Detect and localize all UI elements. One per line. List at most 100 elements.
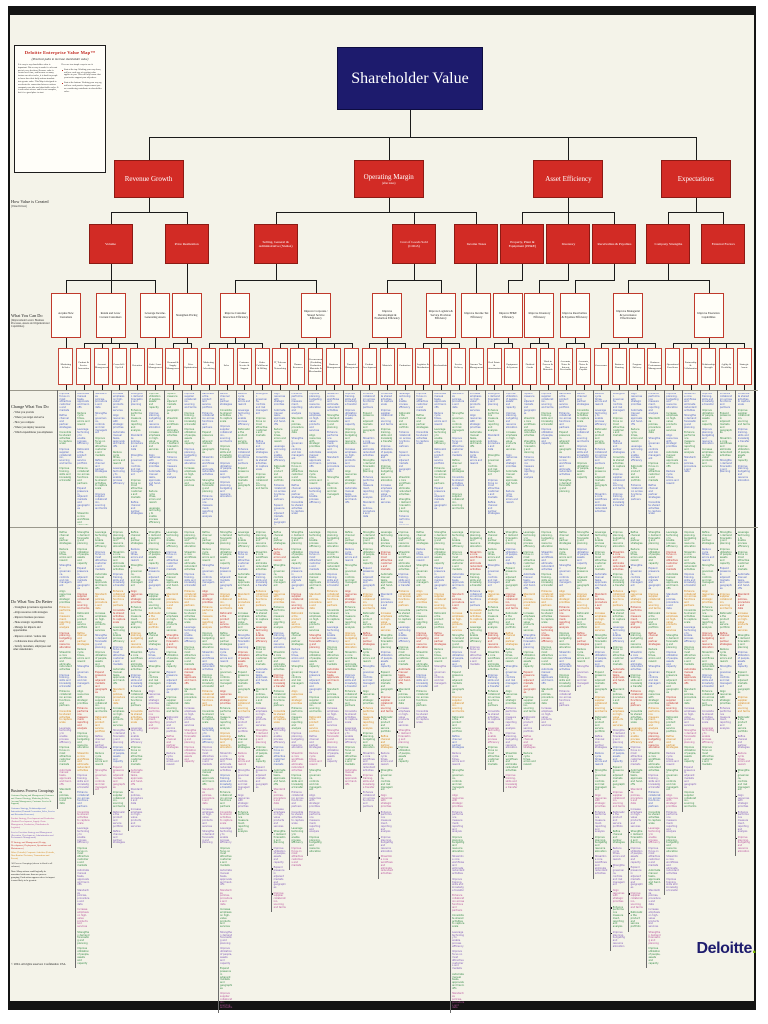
action-cell: Improve supplier collaboration, sourcing… bbox=[217, 592, 233, 610]
action-column: Streamline core workflows and eliminate … bbox=[681, 393, 697, 812]
action-cell: Rationalize the product and service port… bbox=[146, 612, 161, 630]
connector-line bbox=[65, 343, 67, 348]
action-cell: Standardize policies, procedures and dat… bbox=[538, 687, 554, 705]
connector-line bbox=[539, 280, 570, 281]
action-cell: Consolidate shared activities to capture… bbox=[577, 408, 590, 424]
action-cell: Improve focus on most attractive custome… bbox=[378, 550, 393, 571]
action-cell: Align resources with strategic prioritie… bbox=[503, 690, 518, 705]
action-cell: Automate manual tasks, approvals and han… bbox=[628, 768, 643, 786]
connector-line bbox=[155, 343, 157, 348]
action-cell: Align resources with strategic prioritie… bbox=[345, 470, 357, 485]
action-cell: Align resources with strategic prioritie… bbox=[306, 793, 321, 809]
connector-line bbox=[539, 338, 541, 343]
node-improvement-area: Leverage Income-Generating Assets bbox=[140, 293, 171, 338]
column-header: Agility & Flexibility bbox=[718, 348, 734, 385]
action-cell: Improve planning, budgeting and resource… bbox=[449, 835, 465, 853]
action-cell: Improve supplier collaboration, sourcing… bbox=[503, 592, 518, 610]
action-cell: Leverage technology to enable process ef… bbox=[342, 726, 357, 744]
action-cell: Align resources with strategic prioritie… bbox=[378, 793, 393, 809]
action-cell: Align resources with strategic prioritie… bbox=[717, 690, 732, 705]
action-cell: Leverage technology to enable process ef… bbox=[217, 827, 232, 845]
node-financial-lever: Cost of Goods Sold (COGS) bbox=[391, 224, 436, 264]
action-cell: Expand presence in adjacent markets and … bbox=[663, 670, 679, 694]
action-cell: Reduce cycle times, errors and rework bbox=[235, 751, 251, 767]
connector-line bbox=[405, 343, 407, 348]
action-cell: Rationalize the product and service port… bbox=[237, 428, 250, 446]
action-cell: Leverage technology to enable process ef… bbox=[594, 408, 607, 426]
sidebar-bullet: - Manage for impacts and opportunities bbox=[13, 625, 41, 633]
action-cell: Automate manual tasks, approvals and han… bbox=[324, 667, 340, 686]
action-cell: Streamline core workflows and eliminate … bbox=[467, 550, 483, 571]
legend-subtitle: (Practical paths to increase shareholder… bbox=[31, 57, 89, 61]
action-cell: Reduce cycle times, errors and rework bbox=[342, 547, 358, 563]
action-column: Rationalize the product and service port… bbox=[199, 393, 215, 848]
connector-line bbox=[614, 212, 616, 224]
column-header: Sales bbox=[218, 348, 235, 385]
connector-line bbox=[155, 280, 157, 293]
action-cell: Improve training, skills and knowledge t… bbox=[538, 572, 554, 588]
action-cell: Consolidate shared activities to capture… bbox=[291, 501, 304, 516]
action-cell: Automate manual tasks, approvals and han… bbox=[181, 667, 197, 686]
column-rule bbox=[217, 390, 219, 1013]
action-cell: Improve focus on most attractive custome… bbox=[199, 746, 214, 767]
action-cell: Improve utilization of people, assets an… bbox=[645, 947, 661, 965]
node-financial-lever: Selling, General & Administrative (SG&A) bbox=[253, 224, 298, 264]
node-value-driver: Revenue Growth bbox=[113, 160, 184, 198]
action-cell: Standardize policies, procedures and dat… bbox=[684, 456, 697, 474]
action-cell: Increase emphasis on high-value products… bbox=[163, 612, 178, 633]
action-cell: Reduce cycle times, errors and rework bbox=[74, 648, 90, 663]
connector-line bbox=[476, 212, 478, 224]
sidebar-bullet: - Improve business processes bbox=[13, 615, 45, 619]
change-band: Strengthen governance, controls and risk… bbox=[256, 393, 268, 525]
connector-line bbox=[315, 338, 317, 343]
action-cell: Improve planning, budgeting and resource… bbox=[288, 732, 304, 750]
action-cell: Consolidate shared activities to capture… bbox=[449, 914, 465, 929]
action-cell: Reduce cycle times, errors and rework bbox=[630, 428, 643, 443]
connector-line bbox=[413, 212, 415, 224]
action-cell: Strengthen governance, controls and risk… bbox=[735, 768, 750, 792]
action-cell: Improve training, skills and knowledge t… bbox=[74, 774, 89, 789]
action-cell: Enhance collaboration across functions a… bbox=[77, 467, 90, 485]
action-cell: Improve utilization of people, assets an… bbox=[645, 547, 661, 565]
connector-line bbox=[101, 385, 103, 390]
column-rule bbox=[592, 390, 594, 879]
action-cell: Expand presence in adjacent markets and … bbox=[217, 567, 233, 591]
action-cell: Improve training, skills and knowledge t… bbox=[467, 572, 482, 588]
connector-line bbox=[297, 385, 299, 390]
action-cell: Enhance collaboration across functions a… bbox=[181, 589, 197, 607]
action-cell: Consolidate shared activities to capture… bbox=[253, 609, 269, 624]
action-cell: Strengthen governance, controls and risk… bbox=[487, 453, 500, 477]
action-cell: Align resources with strategic prioritie… bbox=[735, 793, 750, 809]
action-cell: Enhance performance measurement, reporti… bbox=[271, 606, 285, 630]
action-cell: Automate manual tasks, approvals and han… bbox=[309, 450, 322, 468]
action-cell: Rationalize the product and service port… bbox=[163, 715, 179, 733]
column-header: Program Delivery bbox=[629, 348, 645, 385]
action-cell: Improve focus on most attractive custome… bbox=[59, 393, 71, 412]
action-cell: Consolidate shared activities to capture… bbox=[395, 609, 411, 624]
action-column: Improve planning, budgeting and resource… bbox=[306, 393, 322, 856]
action-cell: Strengthen demand forecasting and planni… bbox=[324, 729, 340, 744]
connector-line bbox=[275, 264, 277, 280]
connector-line bbox=[173, 343, 192, 344]
column-header: Financial Management bbox=[343, 348, 359, 385]
column-header: Merchandising bbox=[433, 348, 449, 385]
action-cell: Leverage technology to enable process ef… bbox=[378, 531, 393, 549]
action-cell: Refine channel and partner strategies bbox=[717, 631, 732, 646]
connector-line bbox=[65, 338, 67, 343]
connector-line bbox=[708, 280, 710, 293]
action-cell: Improve focus on most attractive custome… bbox=[663, 550, 678, 571]
action-cell: Strengthen governance, controls and risk… bbox=[485, 564, 500, 588]
column-rule bbox=[538, 390, 540, 730]
action-cell: Improve utilization of people, assets an… bbox=[217, 547, 232, 565]
process-grouping-entry: Service Provision Strategy and Managemen… bbox=[11, 831, 54, 840]
column-rule bbox=[485, 390, 487, 770]
action-cell: Reduce cycle times, errors and rework bbox=[112, 450, 126, 465]
action-cell: Strengthen demand forecasting and planni… bbox=[717, 531, 732, 546]
change-band: Rationalize the product and service port… bbox=[202, 393, 214, 525]
connector-line bbox=[530, 343, 549, 344]
connector-line bbox=[568, 137, 570, 160]
action-cell: Align resources with strategic prioritie… bbox=[288, 690, 304, 705]
action-cell: Automate manual tasks, approvals and han… bbox=[520, 572, 536, 591]
action-cell: Automate manual tasks, approvals and han… bbox=[449, 972, 465, 990]
action-cell: Refine channel and partner strategies bbox=[503, 631, 518, 646]
